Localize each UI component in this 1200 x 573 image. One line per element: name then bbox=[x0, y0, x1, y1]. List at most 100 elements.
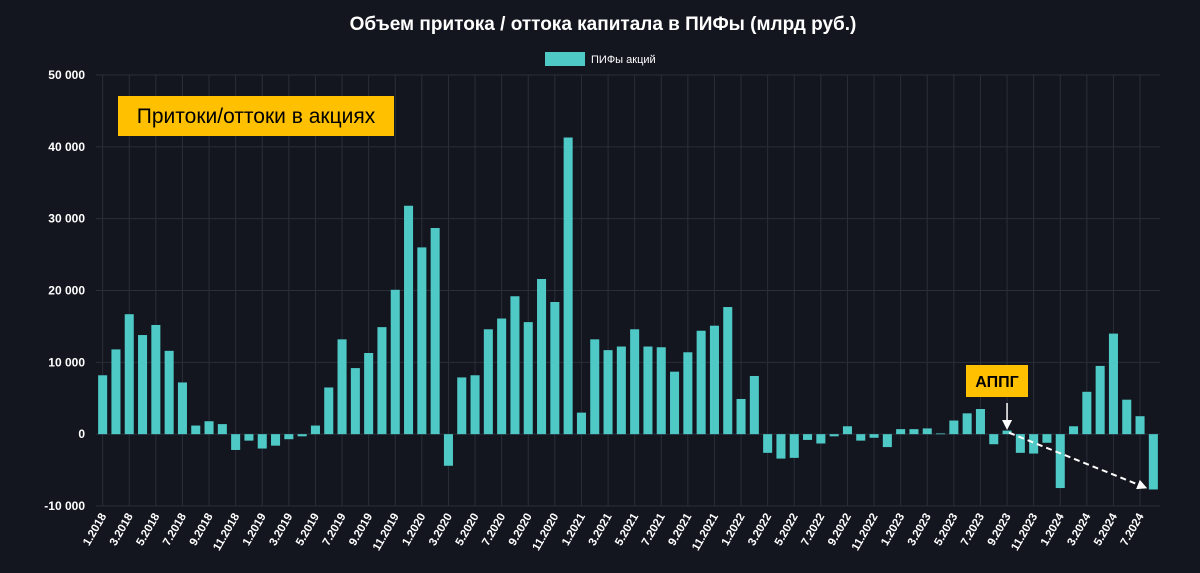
bar bbox=[404, 205, 414, 435]
x-tick-label: 3.2024 bbox=[1065, 511, 1093, 548]
x-tick-label: 11.2022 bbox=[850, 512, 881, 553]
x-tick-label: 5.2019 bbox=[294, 512, 322, 548]
bar bbox=[949, 420, 959, 435]
bar bbox=[789, 434, 799, 458]
x-tick-label: 3.2021 bbox=[587, 511, 615, 548]
bar bbox=[497, 318, 507, 435]
bar bbox=[390, 289, 400, 435]
x-tick-label: 9.2023 bbox=[986, 512, 1014, 548]
bar bbox=[709, 325, 719, 435]
bar bbox=[151, 324, 161, 435]
x-tick-label: 7.2018 bbox=[161, 511, 189, 548]
y-axis: 50 000 40 000 30 000 20 000 10 000 0 -10 000 bbox=[44, 68, 85, 513]
x-tick-label: 1.2018 bbox=[81, 511, 109, 548]
chart-title: Объем притока / оттока капитала в ПИФы (… bbox=[350, 14, 857, 35]
annotation-main-box bbox=[118, 96, 394, 136]
bar bbox=[324, 387, 334, 435]
x-tick-label: 9.2018 bbox=[188, 511, 216, 548]
annotation-appg-label: АППГ bbox=[975, 374, 1018, 391]
x-tick-label: 9.2020 bbox=[507, 512, 535, 548]
x-tick-label: 5.2024 bbox=[1092, 511, 1120, 548]
bar bbox=[510, 296, 520, 435]
x-tick-label: 1.2024 bbox=[1039, 511, 1067, 548]
legend-label: ПИФы акций bbox=[591, 54, 656, 66]
bar bbox=[523, 322, 533, 435]
y-tick-label: 50 000 bbox=[48, 68, 85, 82]
x-tick-label: 5.2023 bbox=[932, 512, 960, 548]
x-tick-label: 1.2022 bbox=[720, 512, 748, 548]
bar bbox=[723, 307, 733, 435]
bar bbox=[882, 434, 892, 448]
bar bbox=[177, 382, 187, 435]
bar bbox=[457, 377, 467, 435]
bar bbox=[257, 434, 267, 449]
bar bbox=[550, 301, 560, 435]
bar bbox=[763, 434, 773, 453]
x-tick-label: 9.2022 bbox=[826, 512, 854, 548]
trend-arrow bbox=[1008, 431, 1148, 490]
bar bbox=[989, 434, 999, 445]
annotation-main-label: Притоки/оттоки в акциях bbox=[137, 105, 376, 128]
bar bbox=[696, 330, 706, 435]
x-tick-label: 7.2019 bbox=[321, 512, 349, 548]
bar bbox=[829, 434, 839, 437]
bar bbox=[124, 314, 134, 435]
bar bbox=[936, 433, 946, 435]
x-tick-label: 7.2024 bbox=[1119, 511, 1147, 548]
x-tick-label: 3.2022 bbox=[746, 512, 774, 548]
x-tick-label: 3.2023 bbox=[906, 512, 934, 548]
bar bbox=[1135, 416, 1145, 435]
bar bbox=[1082, 391, 1092, 435]
bar bbox=[896, 429, 906, 435]
bar bbox=[643, 346, 653, 435]
bar bbox=[922, 428, 932, 435]
x-tick-label: 5.2020 bbox=[454, 512, 482, 548]
bar bbox=[630, 329, 640, 435]
x-axis: 1.20183.20185.20187.20189.201811.20181.2… bbox=[81, 511, 1147, 553]
grid bbox=[96, 74, 1160, 507]
bar bbox=[1015, 434, 1025, 453]
bar bbox=[191, 425, 201, 435]
annotation-appg-box bbox=[966, 365, 1028, 397]
x-tick-label: 7.2020 bbox=[480, 512, 508, 548]
bar bbox=[1002, 430, 1012, 435]
bar bbox=[310, 425, 320, 435]
bar bbox=[590, 339, 600, 435]
bar bbox=[563, 137, 573, 435]
bar bbox=[616, 346, 626, 435]
bar bbox=[350, 368, 360, 435]
x-tick-label: 11.2020 bbox=[531, 512, 562, 553]
bar bbox=[1122, 399, 1132, 435]
bar bbox=[204, 421, 214, 435]
bar bbox=[217, 424, 227, 435]
bar bbox=[683, 352, 693, 435]
x-tick-label: 5.2022 bbox=[773, 512, 801, 548]
x-tick-label: 11.2019 bbox=[371, 512, 402, 553]
bar bbox=[470, 375, 480, 435]
bar bbox=[1029, 434, 1039, 454]
bar bbox=[1108, 333, 1118, 435]
bar bbox=[975, 409, 985, 435]
y-tick-label: 30 000 bbox=[48, 212, 85, 226]
bar bbox=[164, 350, 174, 435]
annotation-appg: АППГ bbox=[966, 365, 1028, 397]
bar bbox=[297, 434, 307, 437]
bar bbox=[736, 398, 746, 435]
legend: ПИФы акций bbox=[545, 52, 656, 66]
legend-swatch bbox=[545, 52, 585, 66]
bar bbox=[537, 279, 547, 435]
bar bbox=[1042, 434, 1052, 443]
bar bbox=[111, 349, 121, 435]
bar bbox=[337, 339, 347, 435]
x-tick-label: 7.2022 bbox=[799, 512, 827, 548]
bar bbox=[430, 228, 440, 435]
bar bbox=[656, 347, 666, 435]
bar bbox=[1055, 434, 1065, 489]
x-tick-label: 11.2021 bbox=[690, 511, 721, 553]
bar bbox=[776, 434, 786, 459]
y-tick-label: 20 000 bbox=[48, 284, 85, 298]
bar bbox=[1069, 426, 1079, 435]
bar bbox=[231, 434, 241, 450]
y-tick-label: 0 bbox=[78, 427, 85, 441]
